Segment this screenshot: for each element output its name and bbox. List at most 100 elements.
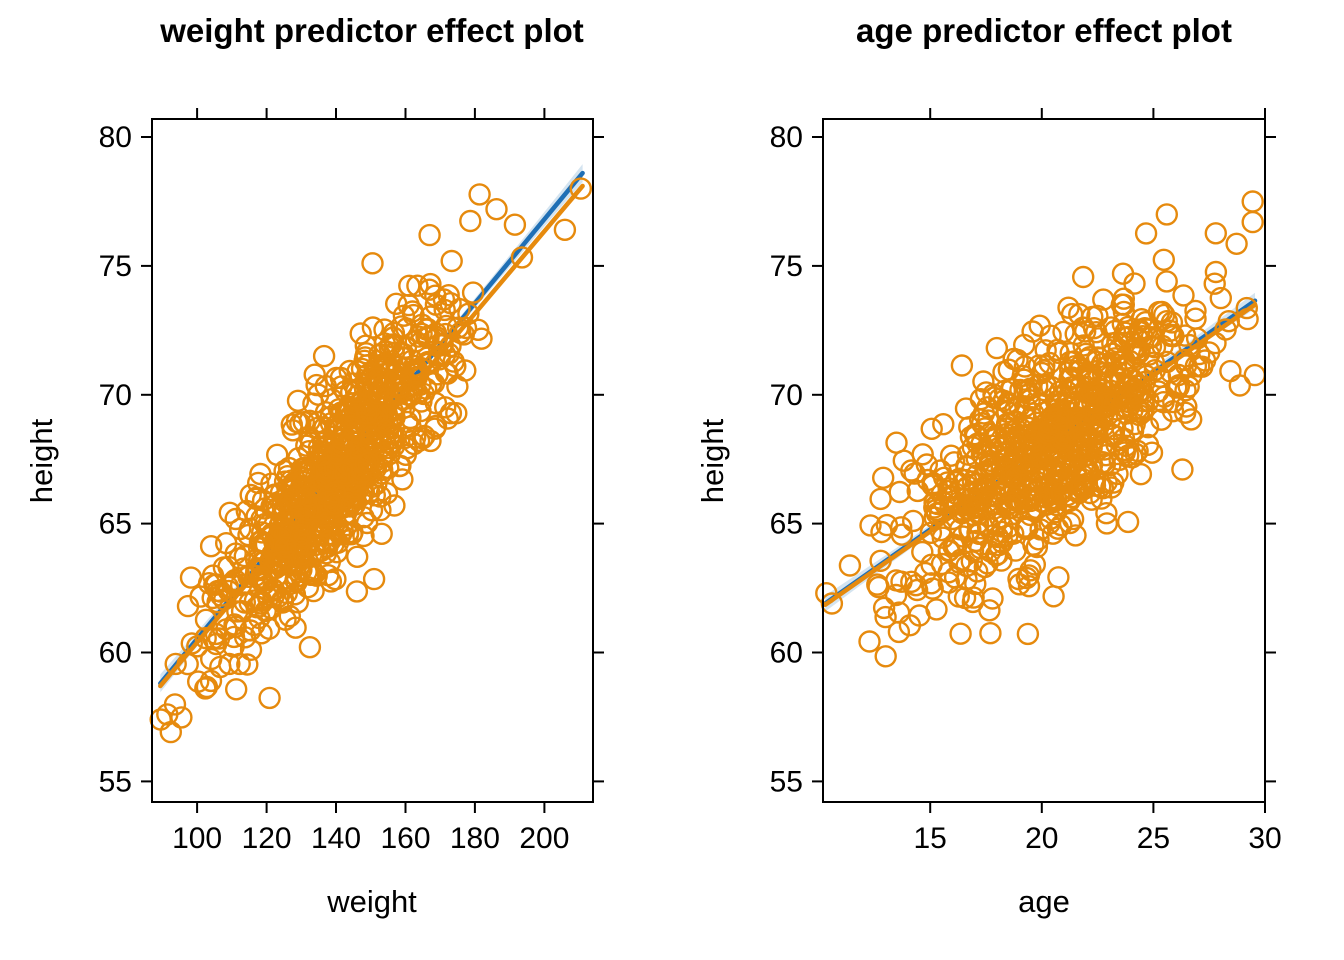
scatter-point: [433, 298, 456, 322]
y-tick-label: 60: [99, 637, 132, 670]
y-tick-label: 80: [770, 121, 803, 154]
scatter-point: [872, 466, 895, 489]
scatter-point: [1034, 339, 1057, 362]
scatter-point: [949, 622, 972, 645]
scatter-point: [1204, 260, 1228, 284]
scatter-point: [1038, 351, 1061, 375]
scatter-point: [1077, 459, 1100, 482]
scatter-point: [423, 417, 447, 440]
scatter-point: [961, 539, 985, 562]
scatter-point: [392, 304, 416, 327]
scatter-point: [286, 389, 310, 412]
scatter-point: [887, 620, 911, 644]
x-tick-label: 100: [172, 822, 222, 855]
scatter-point: [312, 504, 335, 528]
scatter-point: [224, 678, 248, 701]
scatter-point: [1080, 488, 1103, 511]
scatter-point: [218, 501, 242, 524]
scatter-point: [341, 521, 364, 544]
scatter-point: [838, 554, 862, 577]
scatter-point: [1028, 485, 1051, 508]
scatter-point: [1187, 342, 1211, 366]
scatter-point: [266, 443, 289, 466]
scatter-point: [1076, 348, 1099, 371]
scatter-point: [229, 573, 253, 597]
scatter-point: [1046, 517, 1070, 540]
scatter-point: [289, 523, 312, 546]
scatter-point: [446, 316, 470, 339]
x-tick-label: 180: [450, 822, 500, 855]
scatter-point: [156, 703, 179, 726]
right-plot-title: age predictor effect plot: [856, 12, 1232, 49]
scatter-point: [1004, 398, 1027, 421]
scatter-point: [962, 586, 985, 609]
scatter-point: [230, 600, 254, 623]
scatter-point: [963, 496, 987, 520]
scatter-point: [1050, 482, 1074, 505]
scatter-point: [1068, 303, 1091, 326]
scatter-point: [382, 342, 405, 365]
scatter-point: [199, 669, 223, 693]
scatter-point: [888, 480, 911, 504]
scatter-point: [1113, 441, 1137, 464]
scatter-point: [362, 567, 386, 591]
scatter-point: [963, 491, 986, 514]
scatter-point: [937, 561, 960, 584]
scatter-point: [916, 468, 939, 492]
scatter-point: [1072, 334, 1095, 357]
scatter-point: [815, 582, 838, 605]
scatter-point: [1080, 363, 1103, 386]
x-tick-label: 25: [1137, 822, 1170, 855]
scatter-point: [326, 443, 349, 466]
right-y-axis-label: height: [695, 418, 730, 504]
scatter-point: [1085, 420, 1109, 443]
scatter-point: [437, 284, 460, 307]
x-tick-label: 30: [1248, 822, 1281, 855]
scatter-point: [950, 354, 974, 377]
scatter-point: [1214, 318, 1237, 341]
scatter-point: [943, 451, 966, 474]
scatter-point: [1162, 325, 1185, 348]
scatter-point: [992, 447, 1015, 471]
scatter-point: [236, 653, 259, 676]
scatter-point: [432, 288, 456, 311]
scatter-point: [979, 452, 1002, 475]
scatter-point: [902, 509, 925, 533]
scatter-point: [357, 451, 380, 475]
scatter-point: [503, 213, 527, 236]
scatter-point: [945, 534, 968, 557]
scatter-point: [204, 622, 228, 646]
scatter-point: [1155, 203, 1179, 226]
scatter-point: [869, 549, 892, 572]
scatter-point: [419, 429, 442, 453]
scatter-point: [1164, 376, 1188, 399]
scatter-point: [1022, 533, 1045, 556]
scatter-point: [900, 570, 923, 593]
scatter-point: [258, 686, 281, 710]
scatter-point: [1103, 418, 1126, 441]
scatter-point: [439, 402, 463, 425]
x-tick-label: 120: [242, 822, 292, 855]
scatter-point: [1058, 511, 1082, 535]
scatter-point: [1118, 375, 1142, 398]
scatter-point: [1152, 248, 1176, 271]
scatter-point: [1209, 286, 1233, 310]
scatter-point: [983, 426, 1007, 449]
scatter-point: [461, 281, 485, 304]
scatter-point: [947, 585, 970, 608]
weight-effect-panel: 100 120 140 160 180 200 55 60 65 70 75 80: [99, 108, 604, 855]
scatter-point: [334, 462, 357, 485]
scatter-point: [1056, 446, 1080, 469]
age-effect-panel: 15 20 25 30 55 60 65 70 75 80: [770, 108, 1282, 855]
scatter-point: [409, 399, 432, 423]
scatter-point: [398, 274, 421, 297]
scatter-point: [194, 677, 217, 700]
plot-box: [822, 118, 1266, 803]
scatter-point: [1116, 510, 1140, 534]
scatter-point: [1159, 361, 1183, 384]
scatter-point: [1099, 453, 1122, 477]
scatter-point: [223, 613, 246, 636]
scatter-point: [1129, 463, 1153, 486]
scatter-point: [250, 566, 273, 589]
